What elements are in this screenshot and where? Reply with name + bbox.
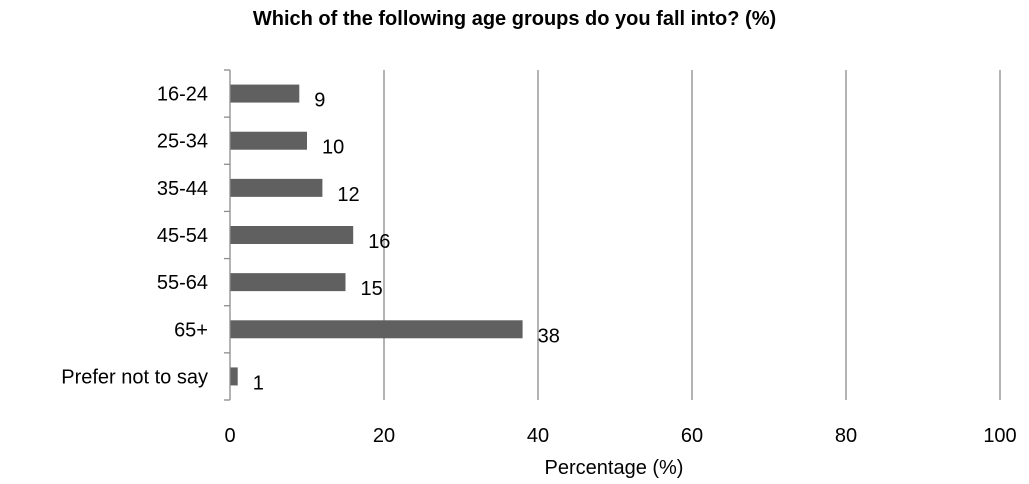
- bar: [230, 226, 354, 244]
- x-tick-label: 20: [373, 425, 395, 447]
- x-tick-label: 40: [527, 425, 549, 447]
- x-axis-title: Percentage (%): [545, 457, 684, 479]
- y-tick-label: 25-34: [157, 131, 208, 153]
- bar: [230, 320, 523, 339]
- bar: [230, 84, 300, 103]
- data-label: 12: [337, 184, 359, 206]
- x-tick-label: 100: [983, 425, 1016, 447]
- gridlines: [383, 70, 1001, 400]
- y-tick-label: 35-44: [157, 178, 208, 200]
- x-tick-label: 80: [835, 425, 857, 447]
- y-tick-label: 16-24: [157, 84, 208, 106]
- y-tick-label: 55-64: [157, 272, 208, 294]
- bar: [230, 367, 238, 386]
- bar: [230, 273, 346, 292]
- bars: [230, 84, 523, 386]
- data-label: 16: [368, 231, 390, 253]
- data-label: 10: [322, 137, 344, 159]
- axes: [224, 69, 231, 401]
- y-tick-label: Prefer not to say: [61, 366, 208, 388]
- y-tick-label: 45-54: [157, 225, 208, 247]
- bar: [230, 178, 323, 197]
- chart-title: Which of the following age groups do you…: [252, 8, 777, 30]
- x-tick-label: 60: [681, 425, 703, 447]
- data-label: 9: [314, 90, 325, 112]
- data-label: 1: [253, 372, 264, 394]
- x-tick-label: 0: [224, 425, 235, 447]
- y-tick-label: 65+: [174, 319, 208, 341]
- data-label: 15: [361, 278, 383, 300]
- data-label: 38: [538, 325, 560, 347]
- bar: [230, 131, 307, 150]
